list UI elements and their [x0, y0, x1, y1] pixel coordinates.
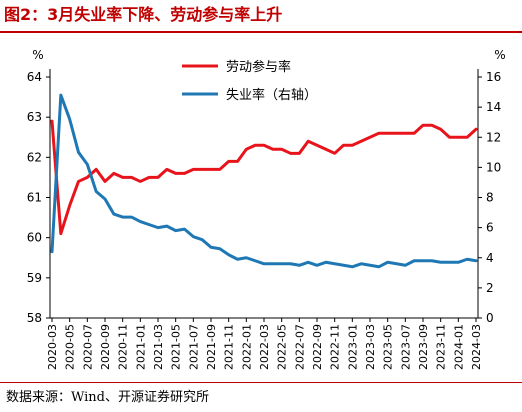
- x-tick-label: 2022-03: [258, 324, 271, 370]
- legend-label: 失业率（右轴）: [226, 87, 317, 103]
- left-tick-label: 58: [27, 311, 42, 325]
- right-tick-label: 8: [486, 191, 494, 205]
- x-tick-label: 2020-11: [117, 324, 130, 370]
- right-tick-label: 4: [486, 251, 494, 265]
- left-axis-unit: %: [32, 48, 43, 62]
- left-tick-label: 63: [27, 110, 42, 124]
- series-line-unemployment-rate: [50, 93, 478, 269]
- right-tick-label: 12: [486, 130, 501, 144]
- x-tick-label: 2020-05: [64, 324, 77, 370]
- right-tick-label: 10: [486, 160, 501, 174]
- legend-label: 劳动参与率: [226, 59, 291, 75]
- x-tick-label: 2023-03: [364, 324, 377, 370]
- left-tick-label: 64: [27, 70, 42, 84]
- x-tick-label: 2023-01: [346, 324, 359, 370]
- x-tick-label: 2020-09: [99, 324, 112, 370]
- x-tick-label: 2024-01: [452, 324, 465, 370]
- right-tick-label: 16: [486, 70, 501, 84]
- right-tick-label: 14: [486, 100, 501, 114]
- x-tick-label: 2020-03: [46, 324, 59, 370]
- x-tick-label: 2021-05: [170, 324, 183, 370]
- x-tick-label: 2022-11: [329, 324, 342, 370]
- x-tick-label: 2022-01: [240, 324, 253, 370]
- x-tick-label: 2022-05: [276, 324, 289, 370]
- left-tick-label: 62: [27, 150, 42, 164]
- chart-lines: [50, 93, 478, 269]
- x-tick-label: 2022-09: [311, 324, 324, 370]
- dual-axis-line-chart: % % 58 59 60 61 62 63 64 0 2 4 6 8 10 12 14 16 2020-03 2020…: [27, 48, 506, 370]
- x-tick-label: 2023-05: [382, 324, 395, 370]
- right-tick-label: 0: [486, 311, 494, 325]
- x-tick-label: 2024-03: [470, 324, 483, 370]
- chart-axes: % % 58 59 60 61 62 63 64 0 2 4 6 8 10 12 14 16 2020-03 2020…: [27, 48, 506, 370]
- x-tick-label: 2021-01: [134, 324, 147, 370]
- x-tick-label: 2020-07: [81, 324, 94, 370]
- x-tick-label: 2021-07: [187, 324, 200, 370]
- figure-title: 图2：3月失业率下降、劳动参与率上升: [4, 5, 283, 24]
- x-tick-label: 2022-07: [293, 324, 306, 370]
- title-divider: [0, 31, 522, 33]
- left-tick-label: 59: [27, 271, 42, 285]
- source-divider: [0, 382, 522, 383]
- left-tick-label: 61: [27, 191, 42, 205]
- x-tick-label: 2021-03: [152, 324, 165, 370]
- x-tick-label: 2021-11: [223, 324, 236, 370]
- series-line-labor-participation-rate: [50, 119, 478, 236]
- x-tick-label: 2023-11: [435, 324, 448, 370]
- x-tick-label: 2023-09: [417, 324, 430, 370]
- right-axis-unit: %: [494, 48, 505, 62]
- x-tick-label: 2021-09: [205, 324, 218, 370]
- x-tick-label: 2023-07: [399, 324, 412, 370]
- right-tick-label: 6: [486, 221, 494, 235]
- source-note: 数据来源：Wind、开源证券研究所: [6, 390, 209, 405]
- left-tick-label: 60: [27, 231, 42, 245]
- right-tick-label: 2: [486, 281, 494, 295]
